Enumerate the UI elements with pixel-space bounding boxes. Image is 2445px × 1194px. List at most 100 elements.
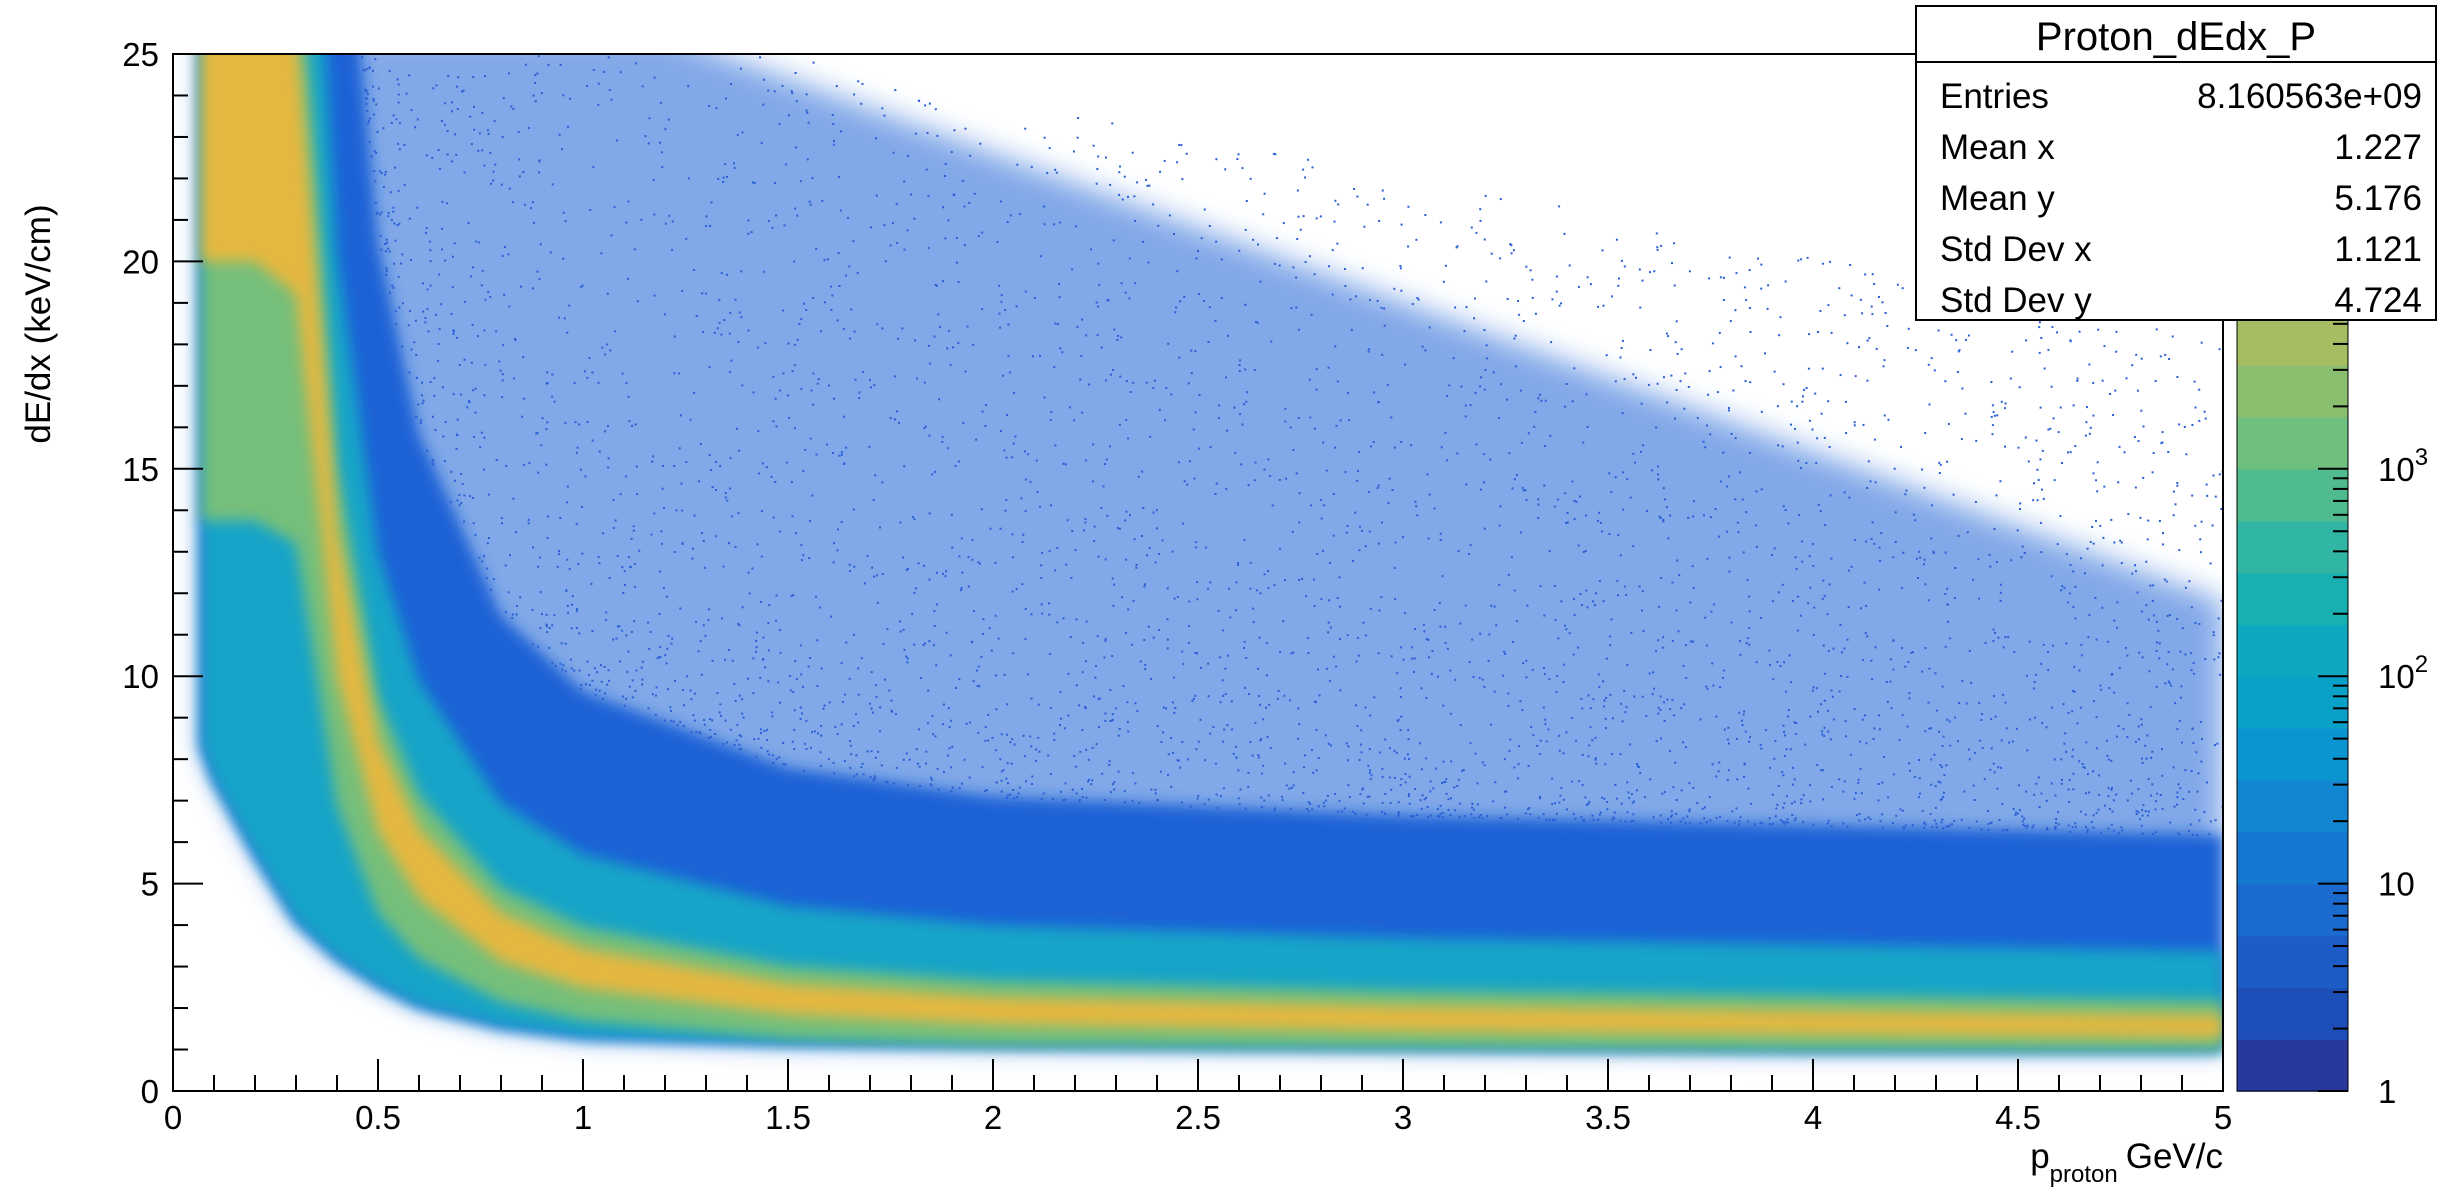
sparse-point (1682, 741, 1684, 744)
sparse-point (896, 410, 899, 413)
sparse-point (2052, 644, 2054, 647)
sparse-point (1631, 801, 1634, 804)
sparse-point (905, 568, 908, 571)
sparse-point (463, 494, 466, 497)
sparse-point (509, 554, 511, 557)
sparse-point (483, 555, 485, 557)
sparse-point (1424, 349, 1427, 352)
sparse-point (1666, 401, 1669, 404)
sparse-point (2191, 424, 2194, 426)
sparse-point (1321, 549, 1324, 552)
sparse-point (1239, 413, 1242, 416)
sparse-point (1571, 400, 1574, 403)
sparse-point (1009, 371, 1012, 374)
sparse-point (366, 110, 369, 112)
sparse-point (1921, 809, 1924, 812)
sparse-point (1581, 604, 1584, 606)
sparse-point (861, 762, 864, 765)
sparse-point (1846, 825, 1849, 828)
sparse-point (456, 108, 459, 110)
sparse-point (1548, 550, 1551, 553)
sparse-point (1555, 691, 1558, 693)
sparse-point (1188, 642, 1190, 644)
sparse-point (719, 465, 722, 468)
sparse-point (756, 543, 759, 546)
sparse-point (699, 732, 702, 735)
sparse-point (2206, 781, 2208, 784)
sparse-point (1268, 703, 1271, 706)
sparse-point (1416, 814, 1419, 816)
sparse-point (971, 640, 973, 643)
sparse-point (1448, 384, 1451, 387)
sparse-point (1777, 591, 1780, 594)
sparse-point (811, 494, 814, 497)
sparse-point (1592, 698, 1595, 701)
sparse-point (1326, 794, 1329, 797)
sparse-point (390, 122, 393, 124)
sparse-point (471, 324, 474, 326)
sparse-point (1843, 647, 1846, 650)
sparse-point (808, 200, 811, 203)
sparse-point (1345, 742, 1348, 745)
sparse-point (1906, 725, 1909, 728)
sparse-point (1581, 707, 1584, 710)
sparse-point (503, 293, 506, 296)
sparse-point (1705, 685, 1708, 688)
sparse-point (766, 739, 769, 742)
sparse-point (701, 292, 704, 295)
sparse-point (678, 447, 681, 450)
sparse-point (647, 621, 650, 624)
sparse-point (633, 563, 636, 565)
sparse-point (724, 719, 727, 722)
sparse-point (1157, 224, 1160, 227)
sparse-point (787, 342, 790, 345)
sparse-point (1881, 813, 1884, 816)
sparse-point (874, 777, 877, 780)
sparse-point (481, 269, 484, 272)
sparse-point (953, 193, 956, 196)
sparse-point (1760, 287, 1763, 290)
sparse-point (792, 594, 795, 597)
sparse-point (1503, 650, 1506, 653)
sparse-point (1389, 747, 1391, 750)
sparse-point (1441, 575, 1444, 578)
sparse-point (558, 550, 560, 553)
sparse-point (425, 231, 427, 234)
sparse-point (735, 739, 738, 742)
sparse-point (1633, 800, 1635, 803)
sparse-point (1822, 579, 1825, 582)
sparse-point (2053, 758, 2056, 761)
sparse-point (1819, 310, 1822, 312)
sparse-point (1034, 759, 1037, 762)
sparse-point (2123, 451, 2126, 454)
sparse-point (1192, 428, 1195, 431)
sparse-point (1573, 598, 1575, 601)
sparse-point (549, 251, 552, 254)
sparse-point (1940, 798, 1943, 800)
sparse-point (762, 78, 765, 81)
sparse-point (738, 311, 741, 314)
sparse-point (999, 527, 1002, 530)
stats-value: 5.176 (2334, 179, 2422, 218)
sparse-point (1476, 803, 1479, 806)
sparse-point (507, 591, 510, 594)
sparse-point (485, 567, 488, 570)
sparse-point (1111, 655, 1114, 658)
sparse-point (1796, 629, 1799, 632)
sparse-point (871, 711, 874, 714)
sparse-point (1663, 376, 1665, 379)
sparse-point (1252, 238, 1255, 241)
sparse-point (1353, 188, 1356, 190)
sparse-point (470, 361, 473, 364)
sparse-point (734, 545, 737, 548)
sparse-point (682, 725, 685, 728)
sparse-point (1209, 581, 1212, 584)
sparse-point (741, 606, 744, 609)
sparse-point (1861, 312, 1864, 315)
sparse-point (1081, 318, 1084, 321)
sparse-point (539, 591, 542, 594)
sparse-point (1407, 205, 1410, 208)
sparse-point (1787, 709, 1790, 712)
sparse-point (1928, 727, 1931, 730)
sparse-point (501, 396, 504, 399)
